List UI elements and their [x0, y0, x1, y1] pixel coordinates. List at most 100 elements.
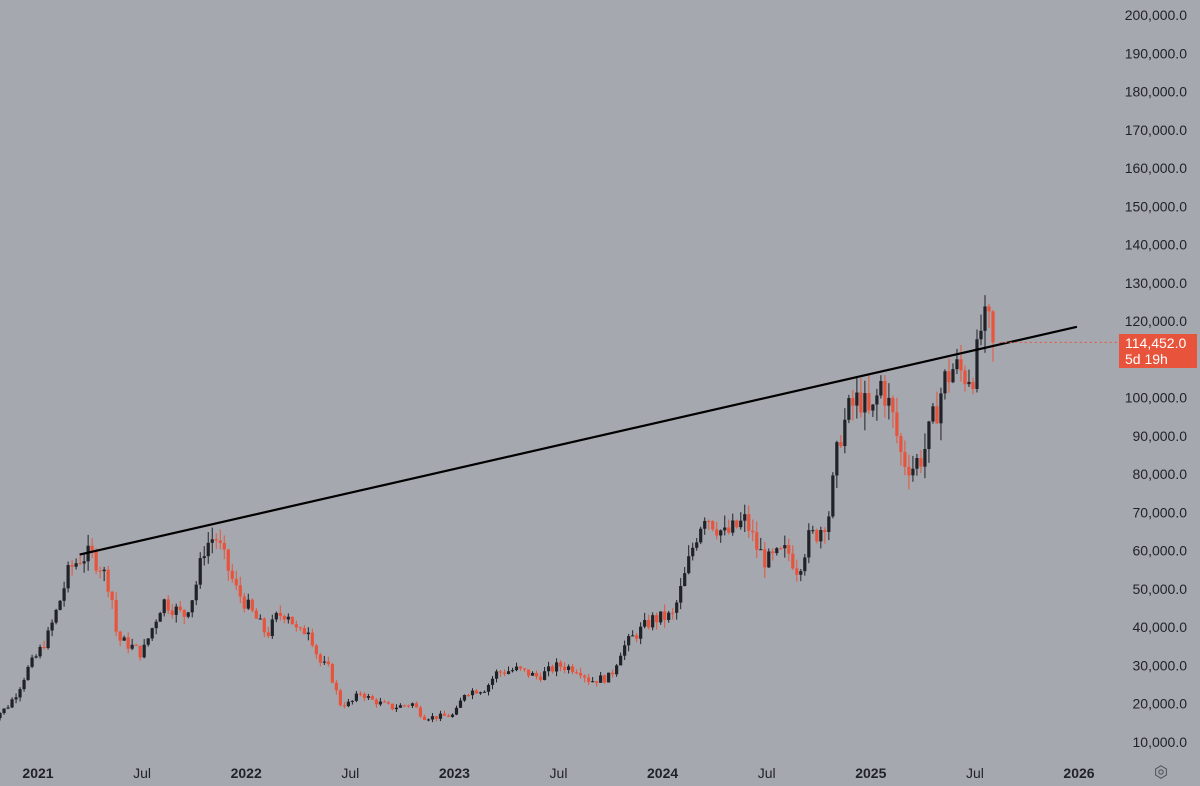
candle: [78, 555, 82, 565]
candle: [466, 693, 471, 698]
candle-body-down: [647, 619, 651, 628]
candle-body-down: [338, 690, 342, 706]
candle: [510, 667, 515, 673]
candle-body-up: [398, 705, 403, 708]
candle-body-down: [603, 675, 607, 683]
candle-body-up: [967, 381, 971, 385]
candle-body-down: [583, 675, 587, 678]
candle: [106, 565, 110, 598]
candle: [711, 520, 715, 532]
candle-body-up: [354, 693, 358, 701]
candle-body-up: [599, 675, 603, 683]
candle: [554, 658, 559, 677]
candle: [947, 358, 951, 394]
candle-body-down: [334, 682, 338, 691]
candle-body-down: [891, 397, 895, 413]
candle-body-up: [438, 713, 443, 719]
candle-body-up: [783, 545, 787, 549]
candle: [687, 545, 691, 575]
candle: [166, 595, 170, 615]
candle: [699, 526, 703, 545]
candle: [450, 713, 455, 718]
candle-body-up: [306, 632, 310, 635]
candle-body-up: [430, 716, 435, 720]
candle-body-up: [807, 530, 811, 558]
candle: [382, 699, 387, 703]
candle-body-up: [0, 713, 2, 719]
candle-body-up: [915, 458, 919, 469]
candle: [707, 519, 711, 531]
candle: [250, 598, 254, 613]
candle-body-up: [554, 662, 559, 672]
candle-body-down: [278, 612, 282, 616]
candle-body-down: [907, 466, 911, 476]
candle: [939, 387, 943, 441]
y-tick-label: 20,000.0: [1133, 696, 1188, 712]
candle: [779, 546, 783, 550]
candle: [402, 704, 407, 708]
candle: [194, 580, 198, 606]
candle: [314, 643, 318, 660]
candle: [218, 529, 222, 550]
candle-body-down: [42, 646, 46, 649]
candle: [386, 700, 391, 705]
candle: [2, 708, 6, 715]
settings-gear-icon[interactable]: [1154, 765, 1168, 779]
candle-body-down: [655, 615, 659, 623]
candle-body-down: [78, 563, 82, 565]
candle-body-up: [14, 697, 18, 700]
candle-body-up: [955, 359, 959, 370]
candle: [278, 605, 282, 621]
candle: [58, 600, 62, 611]
candle: [767, 548, 771, 568]
candle-body-down: [562, 666, 567, 670]
candle-body-down: [434, 716, 439, 719]
candle: [234, 571, 238, 591]
candle-body-up: [679, 586, 683, 603]
candle-body-up: [366, 696, 370, 698]
candle-body-up: [450, 714, 455, 717]
candle-body-up: [62, 588, 66, 601]
candle: [206, 532, 210, 564]
candle-body-up: [506, 671, 511, 674]
candle: [927, 420, 931, 463]
candle-body-down: [579, 672, 583, 676]
candle: [122, 635, 126, 641]
candle: [675, 599, 679, 620]
candle: [883, 375, 887, 418]
candle-body-down: [538, 676, 543, 680]
candle: [82, 552, 86, 573]
candle-body-down: [763, 549, 767, 568]
candle: [671, 608, 675, 620]
candle-body-up: [34, 656, 38, 658]
candle: [971, 377, 975, 395]
candle: [110, 590, 114, 610]
trendline[interactable]: [79, 325, 1078, 556]
candle: [743, 504, 747, 532]
candle: [254, 607, 258, 619]
candle-body-up: [30, 657, 34, 667]
candle-body-down: [250, 599, 254, 611]
candle: [659, 611, 663, 625]
candle: [38, 644, 42, 659]
candle: [154, 619, 158, 635]
candle-body-down: [302, 628, 306, 635]
candle-body-up: [206, 542, 210, 557]
candle-body-down: [859, 392, 863, 413]
candle-body-down: [230, 570, 234, 579]
candle-body-up: [38, 646, 42, 657]
candle-body-up: [855, 392, 859, 406]
candle: [635, 633, 639, 643]
y-tick-label: 70,000.0: [1133, 504, 1188, 520]
candle-body-down: [166, 599, 170, 611]
candle: [342, 701, 346, 709]
candle: [879, 375, 883, 399]
y-tick-label: 10,000.0: [1133, 734, 1188, 750]
candle-body-up: [695, 542, 699, 548]
candle-body-down: [242, 596, 246, 609]
candle-body-up: [46, 630, 50, 649]
candle: [0, 712, 2, 721]
candle-body-down: [106, 569, 110, 592]
candle: [587, 673, 591, 686]
